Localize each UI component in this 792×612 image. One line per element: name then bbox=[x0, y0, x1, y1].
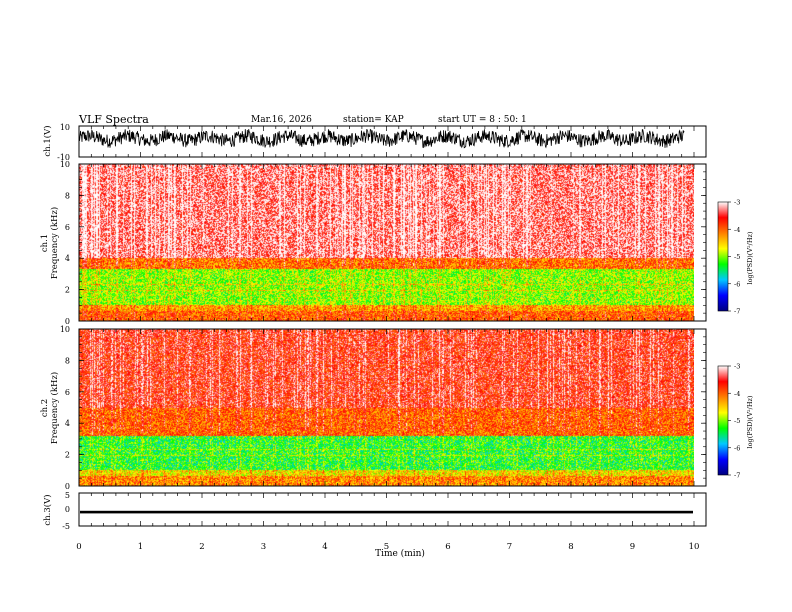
y-tick-label: 2 bbox=[65, 451, 70, 460]
colorbar-tick-label: -7 bbox=[734, 308, 740, 316]
ch3-waveform-band bbox=[80, 510, 693, 514]
y-tick-label: 4 bbox=[65, 419, 70, 428]
x-axis-label: Time (min) bbox=[375, 548, 425, 559]
ch1-ylabel: ch.1(V) bbox=[42, 125, 53, 156]
colorbar-tick-label: -3 bbox=[734, 199, 740, 207]
colorbar-ch2-scale bbox=[717, 365, 729, 476]
figure-title: VLF Spectra bbox=[79, 113, 149, 126]
x-tick-label: 2 bbox=[199, 542, 204, 552]
ch3-waveform-frame bbox=[78, 492, 707, 527]
ch1-ytick-top: 10 bbox=[60, 123, 70, 132]
x-tick-label: 1 bbox=[138, 542, 143, 552]
colorbar-ch1-label: log(PSD)(V²/Hz) bbox=[746, 231, 754, 284]
ch1-ylabel-frequency: Frequency (kHz) bbox=[49, 207, 60, 279]
x-tick-label: 0 bbox=[76, 542, 81, 552]
x-tick-label: 4 bbox=[322, 542, 327, 552]
ch3-ytick-mid: 0 bbox=[65, 505, 70, 514]
y-tick-label: 0 bbox=[65, 482, 70, 491]
colorbar-ch2: -3 -4 -5 -6 -7 log(PSD)(V²/Hz) bbox=[717, 363, 754, 480]
ch2-ylabel-channel: ch.2 bbox=[40, 399, 50, 417]
colorbar-ch2-label: log(PSD)(V²/Hz) bbox=[746, 395, 754, 448]
x-tick-label: 9 bbox=[630, 542, 635, 552]
x-tick-label: 6 bbox=[445, 542, 450, 552]
colorbar-tick-label: -6 bbox=[734, 280, 740, 288]
ch1-ytick-bottom: -10 bbox=[57, 153, 70, 162]
x-tick-label: 8 bbox=[568, 542, 573, 552]
colorbar-tick-label: -5 bbox=[734, 417, 740, 425]
ch1-spectrogram-image bbox=[79, 164, 694, 321]
start-time-label: start UT = 8 : 50: 1 bbox=[438, 115, 527, 125]
y-tick-label: 10 bbox=[60, 160, 70, 169]
y-tick-label: 8 bbox=[65, 191, 70, 200]
colorbar-tick-label: -5 bbox=[734, 253, 740, 261]
ch1-waveform-panel: 10 -10 ch.1(V) bbox=[42, 123, 707, 162]
y-tick-label: 6 bbox=[65, 223, 70, 232]
ch3-ytick-top: 5 bbox=[65, 491, 70, 500]
station-label: station= KAP bbox=[343, 115, 404, 125]
colorbar-ch1: -3 -4 -5 -6 -7 log(PSD)(V²/Hz) bbox=[717, 199, 754, 316]
x-tick-label: 7 bbox=[507, 542, 512, 552]
colorbar-ch1-scale bbox=[717, 201, 729, 312]
x-tick-label: 10 bbox=[689, 542, 700, 552]
colorbar-tick-label: -4 bbox=[734, 390, 740, 398]
ch3-waveform-panel: 5 0 -5 ch.3(V) bbox=[42, 491, 707, 531]
colorbar-tick-label: -3 bbox=[734, 363, 740, 371]
ch1-ylabel-channel: ch.1 bbox=[40, 234, 50, 252]
ch3-ylabel: ch.3(V) bbox=[42, 494, 53, 525]
ch2-spectrogram-image bbox=[79, 329, 694, 486]
y-tick-label: 6 bbox=[65, 388, 70, 397]
ch3-ytick-bottom: -5 bbox=[62, 522, 70, 531]
y-tick-label: 8 bbox=[65, 356, 70, 365]
ch2-ylabel-frequency: Frequency (kHz) bbox=[49, 372, 60, 444]
ch2-spectrogram-panel: 0 2 4 6 8 10 ch.2 Frequency (kHz) bbox=[40, 325, 707, 491]
colorbar-tick-label: -4 bbox=[734, 226, 740, 234]
colorbar-tick-label: -6 bbox=[734, 444, 740, 452]
y-tick-label: 4 bbox=[65, 254, 70, 263]
ch1-waveform-line bbox=[79, 128, 685, 149]
x-tick-label: 5 bbox=[384, 542, 389, 552]
time-axis: 0 1 2 3 4 5 6 7 8 9 10 bbox=[76, 126, 699, 552]
x-tick-label: 3 bbox=[261, 542, 266, 552]
colorbar-tick-label: -7 bbox=[734, 472, 740, 480]
y-tick-label: 10 bbox=[60, 325, 70, 334]
y-tick-label: 2 bbox=[65, 286, 70, 295]
y-tick-label: 0 bbox=[65, 317, 70, 326]
ch1-spectrogram-panel: 0 2 4 6 8 10 ch.1 Frequency (kHz) bbox=[40, 160, 707, 326]
date-label: Mar.16, 2026 bbox=[251, 115, 312, 125]
